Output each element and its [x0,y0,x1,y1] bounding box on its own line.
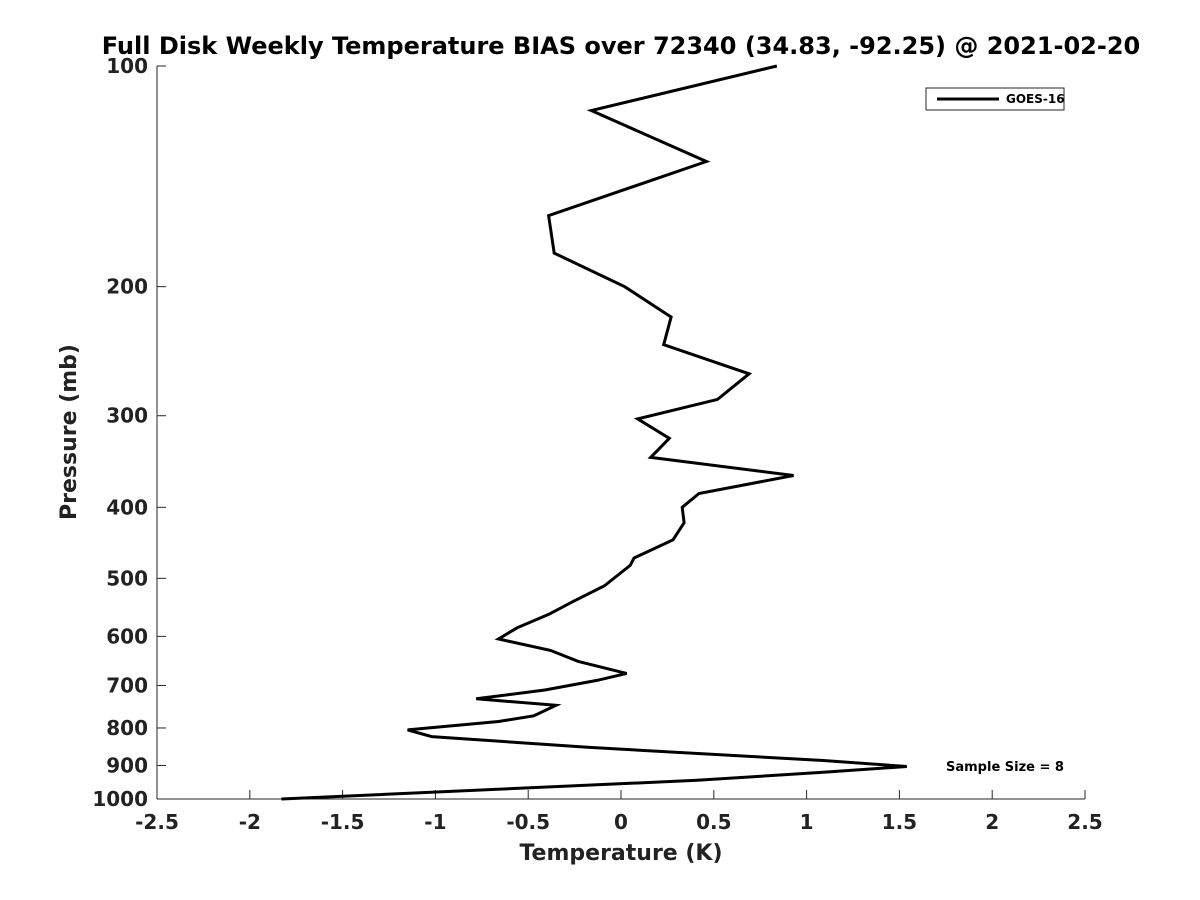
chart-title: Full Disk Weekly Temperature BIAS over 7… [102,32,1141,60]
y-tick-label: 1000 [92,787,148,811]
sample-size-annotation: Sample Size = 8 [946,760,1064,775]
plot-area [281,64,907,801]
x-tick-label: 2 [985,810,999,834]
x-axis-label: Temperature (K) [519,841,722,866]
axes [156,66,1085,800]
x-tick-label: -1.5 [321,810,365,834]
x-tick-label: 0.5 [696,810,731,834]
x-tick-label: 0 [614,810,628,834]
y-tick-label: 800 [106,716,148,740]
y-tick-label: 400 [106,495,148,519]
x-ticks: -2.5 -2 -1.5 -1 -0.5 0 0.5 1 1.5 2 2.5 [135,790,1103,834]
x-tick-label: 1.5 [882,810,917,834]
legend-label: GOES-16 [1006,92,1065,106]
x-tick-label: 2.5 [1067,810,1102,834]
y-tick-label: 200 [106,275,148,299]
x-tick-label: 1 [800,810,814,834]
x-tick-label: -1 [424,810,446,834]
y-tick-label: 700 [106,673,148,697]
legend: GOES-16 [925,87,1065,111]
y-tick-label: 300 [106,404,148,428]
series-line-goes-16 [281,64,907,801]
x-tick-label: -0.5 [506,810,550,834]
y-tick-label: 900 [106,753,148,777]
y-axis-label: Pressure (mb) [57,344,82,520]
y-ticks: 100 200 300 400 500 600 700 800 900 1000 [92,54,166,811]
y-tick-label: 100 [106,54,148,78]
x-tick-label: -2.5 [135,810,179,834]
y-tick-label: 500 [106,566,148,590]
x-tick-label: -2 [239,810,261,834]
y-tick-label: 600 [106,624,148,648]
